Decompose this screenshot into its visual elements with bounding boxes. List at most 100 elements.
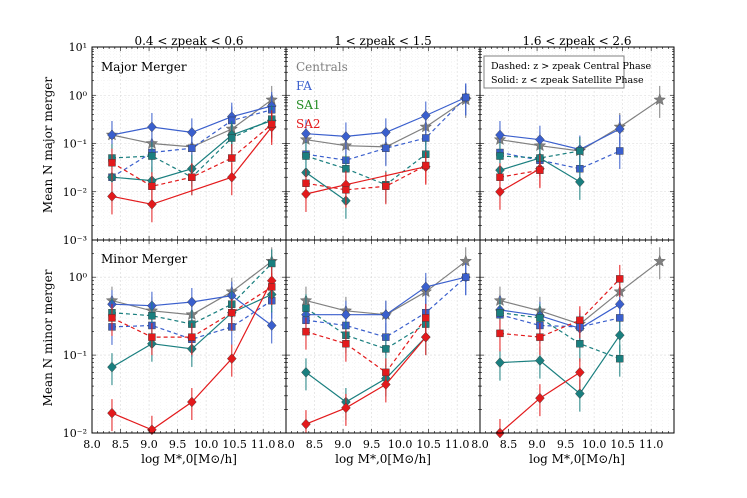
data-point-square: [536, 314, 544, 322]
data-point-square: [302, 304, 310, 312]
data-point-square: [576, 316, 584, 324]
x-tick-label: 8.5: [500, 438, 518, 451]
data-point-square: [382, 345, 390, 353]
x-tick-label: 10.0: [194, 438, 219, 451]
x-tick-label: 8.0: [277, 438, 295, 451]
x-tick-label: 11.0: [639, 438, 664, 451]
data-point-diamond: [535, 392, 545, 404]
x-tick-label: 9.0: [528, 438, 546, 451]
data-point-diamond: [266, 320, 277, 331]
series-line-sa2: [305, 336, 427, 425]
ylabel-minor: Mean N minor merger: [41, 269, 55, 406]
x-tick-label: 9.0: [140, 438, 158, 451]
ticks-layer: 10⁻³ 10⁻² 10⁻¹ 10⁰ 10¹ 10⁻² 10⁻¹ 10⁰ 8.0 8.5 9.0 9.…: [63, 41, 674, 451]
data-point-square: [616, 354, 624, 363]
xlabel-col1: log M*,0[M⊙/h]: [141, 452, 237, 466]
major-merger-title: Major Merger: [101, 60, 187, 74]
data-point-square: [268, 259, 276, 268]
data-point-diamond: [421, 331, 431, 343]
series-line-sa2: [499, 168, 541, 193]
data-point-diamond: [615, 123, 625, 135]
data-point-square: [536, 166, 544, 174]
series-line-sa1: [305, 307, 427, 350]
data-point-square: [302, 327, 310, 336]
data-point-diamond: [341, 402, 351, 414]
data-point-diamond: [107, 191, 117, 202]
data-point-diamond: [301, 128, 311, 139]
data-point-square: [148, 333, 156, 341]
data-point-square: [268, 120, 276, 128]
data-point-diamond: [301, 367, 311, 378]
series-line-sa1: [499, 334, 621, 395]
data-point-diamond: [421, 281, 431, 293]
series-line-fa: [305, 97, 467, 161]
series-line-sa1: [305, 153, 427, 186]
x-tick-label: 11.0: [251, 438, 276, 451]
series-line-sa2: [305, 164, 427, 191]
x-tick-label: 8.0: [83, 438, 101, 451]
x-tick-label: 9.5: [557, 438, 575, 451]
data-point-square: [302, 152, 310, 160]
data-point-square: [576, 340, 584, 348]
x-tick-label: 11.0: [445, 438, 470, 451]
legend-fa: FA: [296, 79, 312, 93]
data-point-square: [382, 182, 390, 190]
note-box: [483, 55, 625, 89]
data-point-diamond: [535, 355, 545, 366]
data-point-diamond: [187, 396, 197, 408]
data-point-square: [536, 333, 544, 341]
data-point-square: [576, 147, 584, 155]
data-point-diamond: [147, 424, 157, 436]
data-point-diamond: [421, 110, 431, 121]
data-point-square: [616, 275, 624, 283]
note-line-1: Dashed: z > zpeak Central Phase: [491, 61, 651, 72]
ylabel-major: Mean N major merger: [41, 77, 55, 213]
data-point-diamond: [147, 198, 157, 210]
data-point-square: [496, 152, 504, 160]
series-line-sa2: [499, 278, 621, 338]
data-point-diamond: [495, 357, 505, 368]
y-tick-label: 10⁰: [69, 89, 88, 102]
x-tick-label: 10.5: [610, 438, 635, 451]
series-line-sa1: [305, 336, 427, 403]
y-tick-label: 10⁻¹: [63, 138, 87, 151]
data-point-square: [616, 314, 624, 322]
data-point-square: [228, 154, 236, 162]
data-point-diamond: [107, 407, 117, 419]
data-point-square: [382, 368, 390, 377]
x-tick-label: 10.5: [222, 438, 247, 451]
x-tick-label: 9.0: [334, 438, 352, 451]
data-point-square: [228, 134, 236, 142]
x-tick-label: 8.5: [306, 438, 324, 451]
note-line-2: Solid: z < zpeak Satellite Phase: [491, 75, 644, 86]
data-point-square: [188, 173, 196, 181]
data-point-diamond: [187, 296, 197, 308]
data-point-square: [616, 147, 624, 155]
data-point-square: [148, 182, 156, 190]
data-point-diamond: [147, 121, 157, 133]
series-line-fa: [499, 314, 620, 328]
x-tick-label: 8.5: [112, 438, 130, 451]
series-line-fa: [499, 150, 621, 170]
series-line-fa: [499, 303, 621, 330]
data-point-square: [422, 314, 430, 322]
data-point-square: [228, 308, 236, 317]
data-point-square: [302, 179, 310, 187]
xlabel-col3: log M*,0[M⊙/h]: [529, 452, 625, 466]
series-line-sa2: [305, 317, 427, 374]
data-point-diamond: [575, 388, 585, 399]
data-point-square: [462, 93, 470, 102]
x-tick-label: 10.0: [582, 438, 607, 451]
data-point-square: [148, 152, 156, 160]
y-tick-label: 10¹: [69, 41, 87, 54]
data-point-square: [342, 186, 350, 194]
column-title-3: 1.6 < zpeak < 2.6: [522, 34, 631, 48]
data-point-diamond: [107, 361, 117, 373]
minor-merger-title: Minor Merger: [101, 252, 188, 266]
data-point-diamond: [575, 367, 585, 378]
data-point-star: [653, 93, 666, 106]
data-layer: [105, 83, 666, 439]
column-title-1: 0.4 < zpeak < 0.6: [134, 34, 243, 48]
xlabel-col2: log M*,0[M⊙/h]: [335, 452, 431, 466]
